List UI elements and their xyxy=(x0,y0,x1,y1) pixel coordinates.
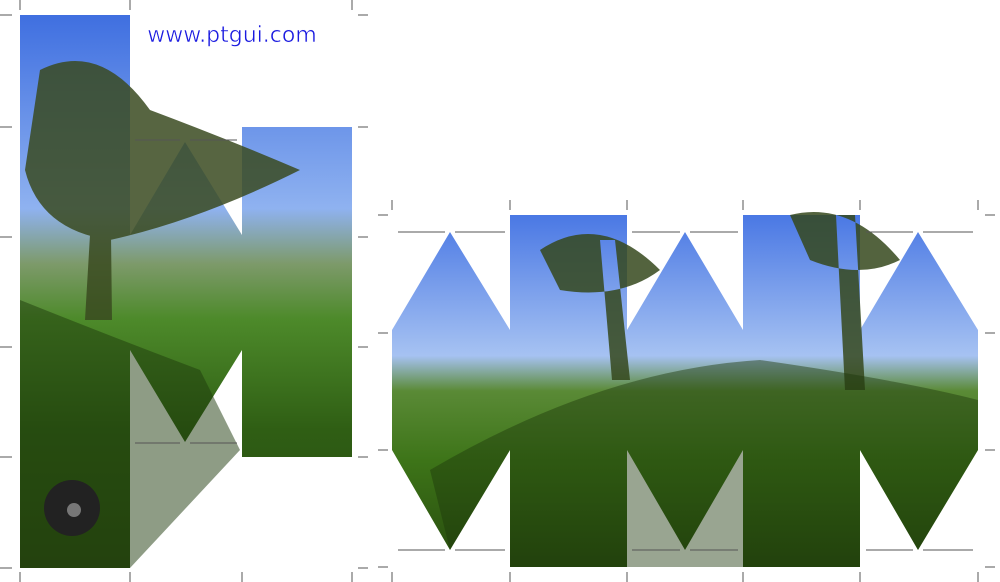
tripod-center xyxy=(67,503,81,517)
papercraft-sheet: www.ptgui.com xyxy=(0,0,1000,582)
website-link[interactable]: www.ptgui.com xyxy=(147,23,317,48)
